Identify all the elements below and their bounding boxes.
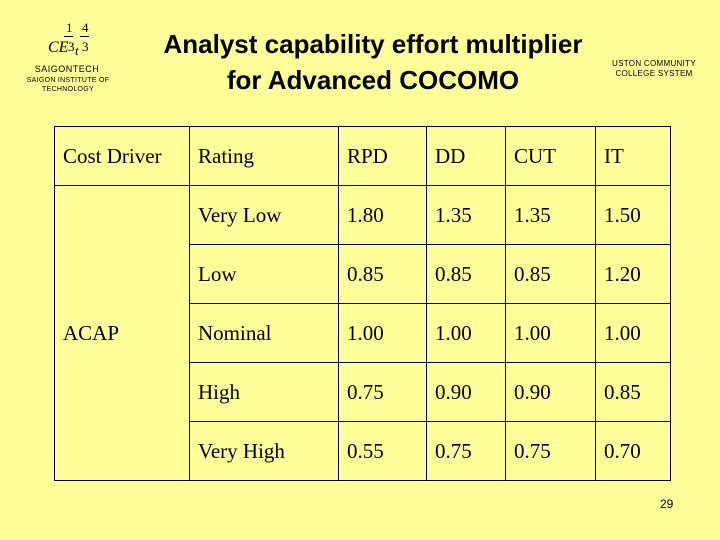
value-cell: 0.85 [505, 244, 596, 304]
rating-cell: Very High [189, 421, 339, 481]
logo-letter: t [75, 43, 79, 58]
logo-full-name: SAIGON INSTITUTE OF TECHNOLOGY [26, 77, 110, 93]
value-cell: 0.55 [338, 421, 427, 481]
header-cost-driver: Cost Driver [54, 126, 190, 186]
value-cell: 1.20 [595, 244, 671, 304]
header-cut: CUT [505, 126, 596, 186]
value-cell: 0.85 [426, 244, 506, 304]
slide-title: Analyst capability effort multiplier for… [140, 26, 606, 98]
value-cell: 1.00 [595, 303, 671, 363]
header-dd: DD [426, 126, 506, 186]
table-row: ACAP Very Low 1.80 1.35 1.35 1.50 [54, 185, 671, 481]
institute-logo-mark: 1 4 CE 3 t 3 [44, 20, 94, 60]
value-cell: 1.00 [505, 303, 596, 363]
value-cell: 1.35 [505, 185, 596, 245]
rating-cell: Nominal [189, 303, 339, 363]
rating-cell: Very Low [189, 185, 339, 245]
value-cell: 0.85 [595, 362, 671, 422]
logo-fraction-bar [64, 36, 73, 37]
value-cell: 0.85 [338, 244, 427, 304]
logo-digit: 1 [66, 20, 73, 35]
value-cell: 1.35 [426, 185, 506, 245]
rating-cell: Low [189, 244, 339, 304]
header-rating: Rating [189, 126, 339, 186]
value-cell: 1.00 [426, 303, 506, 363]
logo-name: SAIGONTECH [34, 64, 100, 74]
rating-cell: High [189, 362, 339, 422]
partner-logo-text: USTON COMMUNITY COLLEGE SYSTEM [604, 59, 704, 79]
value-cell: 1.80 [338, 185, 427, 245]
value-cell: 1.50 [595, 185, 671, 245]
table-row: Nominal 1.00 1.00 1.00 1.00 [55, 303, 671, 363]
value-cell: 0.70 [595, 421, 671, 481]
page-number: 29 [660, 497, 674, 511]
logo-ce: CE [48, 39, 69, 56]
title-line-2: for Advanced COCOMO [226, 65, 520, 95]
value-cell: 0.90 [505, 362, 596, 422]
header-it: IT [595, 126, 671, 186]
logo-fraction-bar [80, 36, 89, 37]
table-row: Very High 0.55 0.75 0.75 0.70 [55, 421, 671, 481]
cost-driver-cell: ACAP [54, 185, 190, 481]
title-line-1: Analyst capability effort multiplier [163, 29, 583, 59]
table-header-row: Cost Driver Rating RPD DD CUT IT [54, 126, 671, 186]
partner-logo-line-1: USTON COMMUNITY [612, 59, 696, 68]
value-cell: 0.90 [426, 362, 506, 422]
logo-digit: 4 [82, 20, 89, 35]
logo-digit: 3 [82, 39, 89, 54]
logo-digit: 3 [68, 39, 75, 54]
value-cell: 0.75 [338, 362, 427, 422]
value-cell: 0.75 [505, 421, 596, 481]
header-rpd: RPD [338, 126, 427, 186]
value-cell: 0.75 [426, 421, 506, 481]
effort-multiplier-table: Cost Driver Rating RPD DD CUT IT ACAP Ve… [54, 126, 671, 481]
table-row: High 0.75 0.90 0.90 0.85 [55, 362, 671, 422]
value-cell: 1.00 [338, 303, 427, 363]
partner-logo-line-2: COLLEGE SYSTEM [615, 69, 693, 78]
